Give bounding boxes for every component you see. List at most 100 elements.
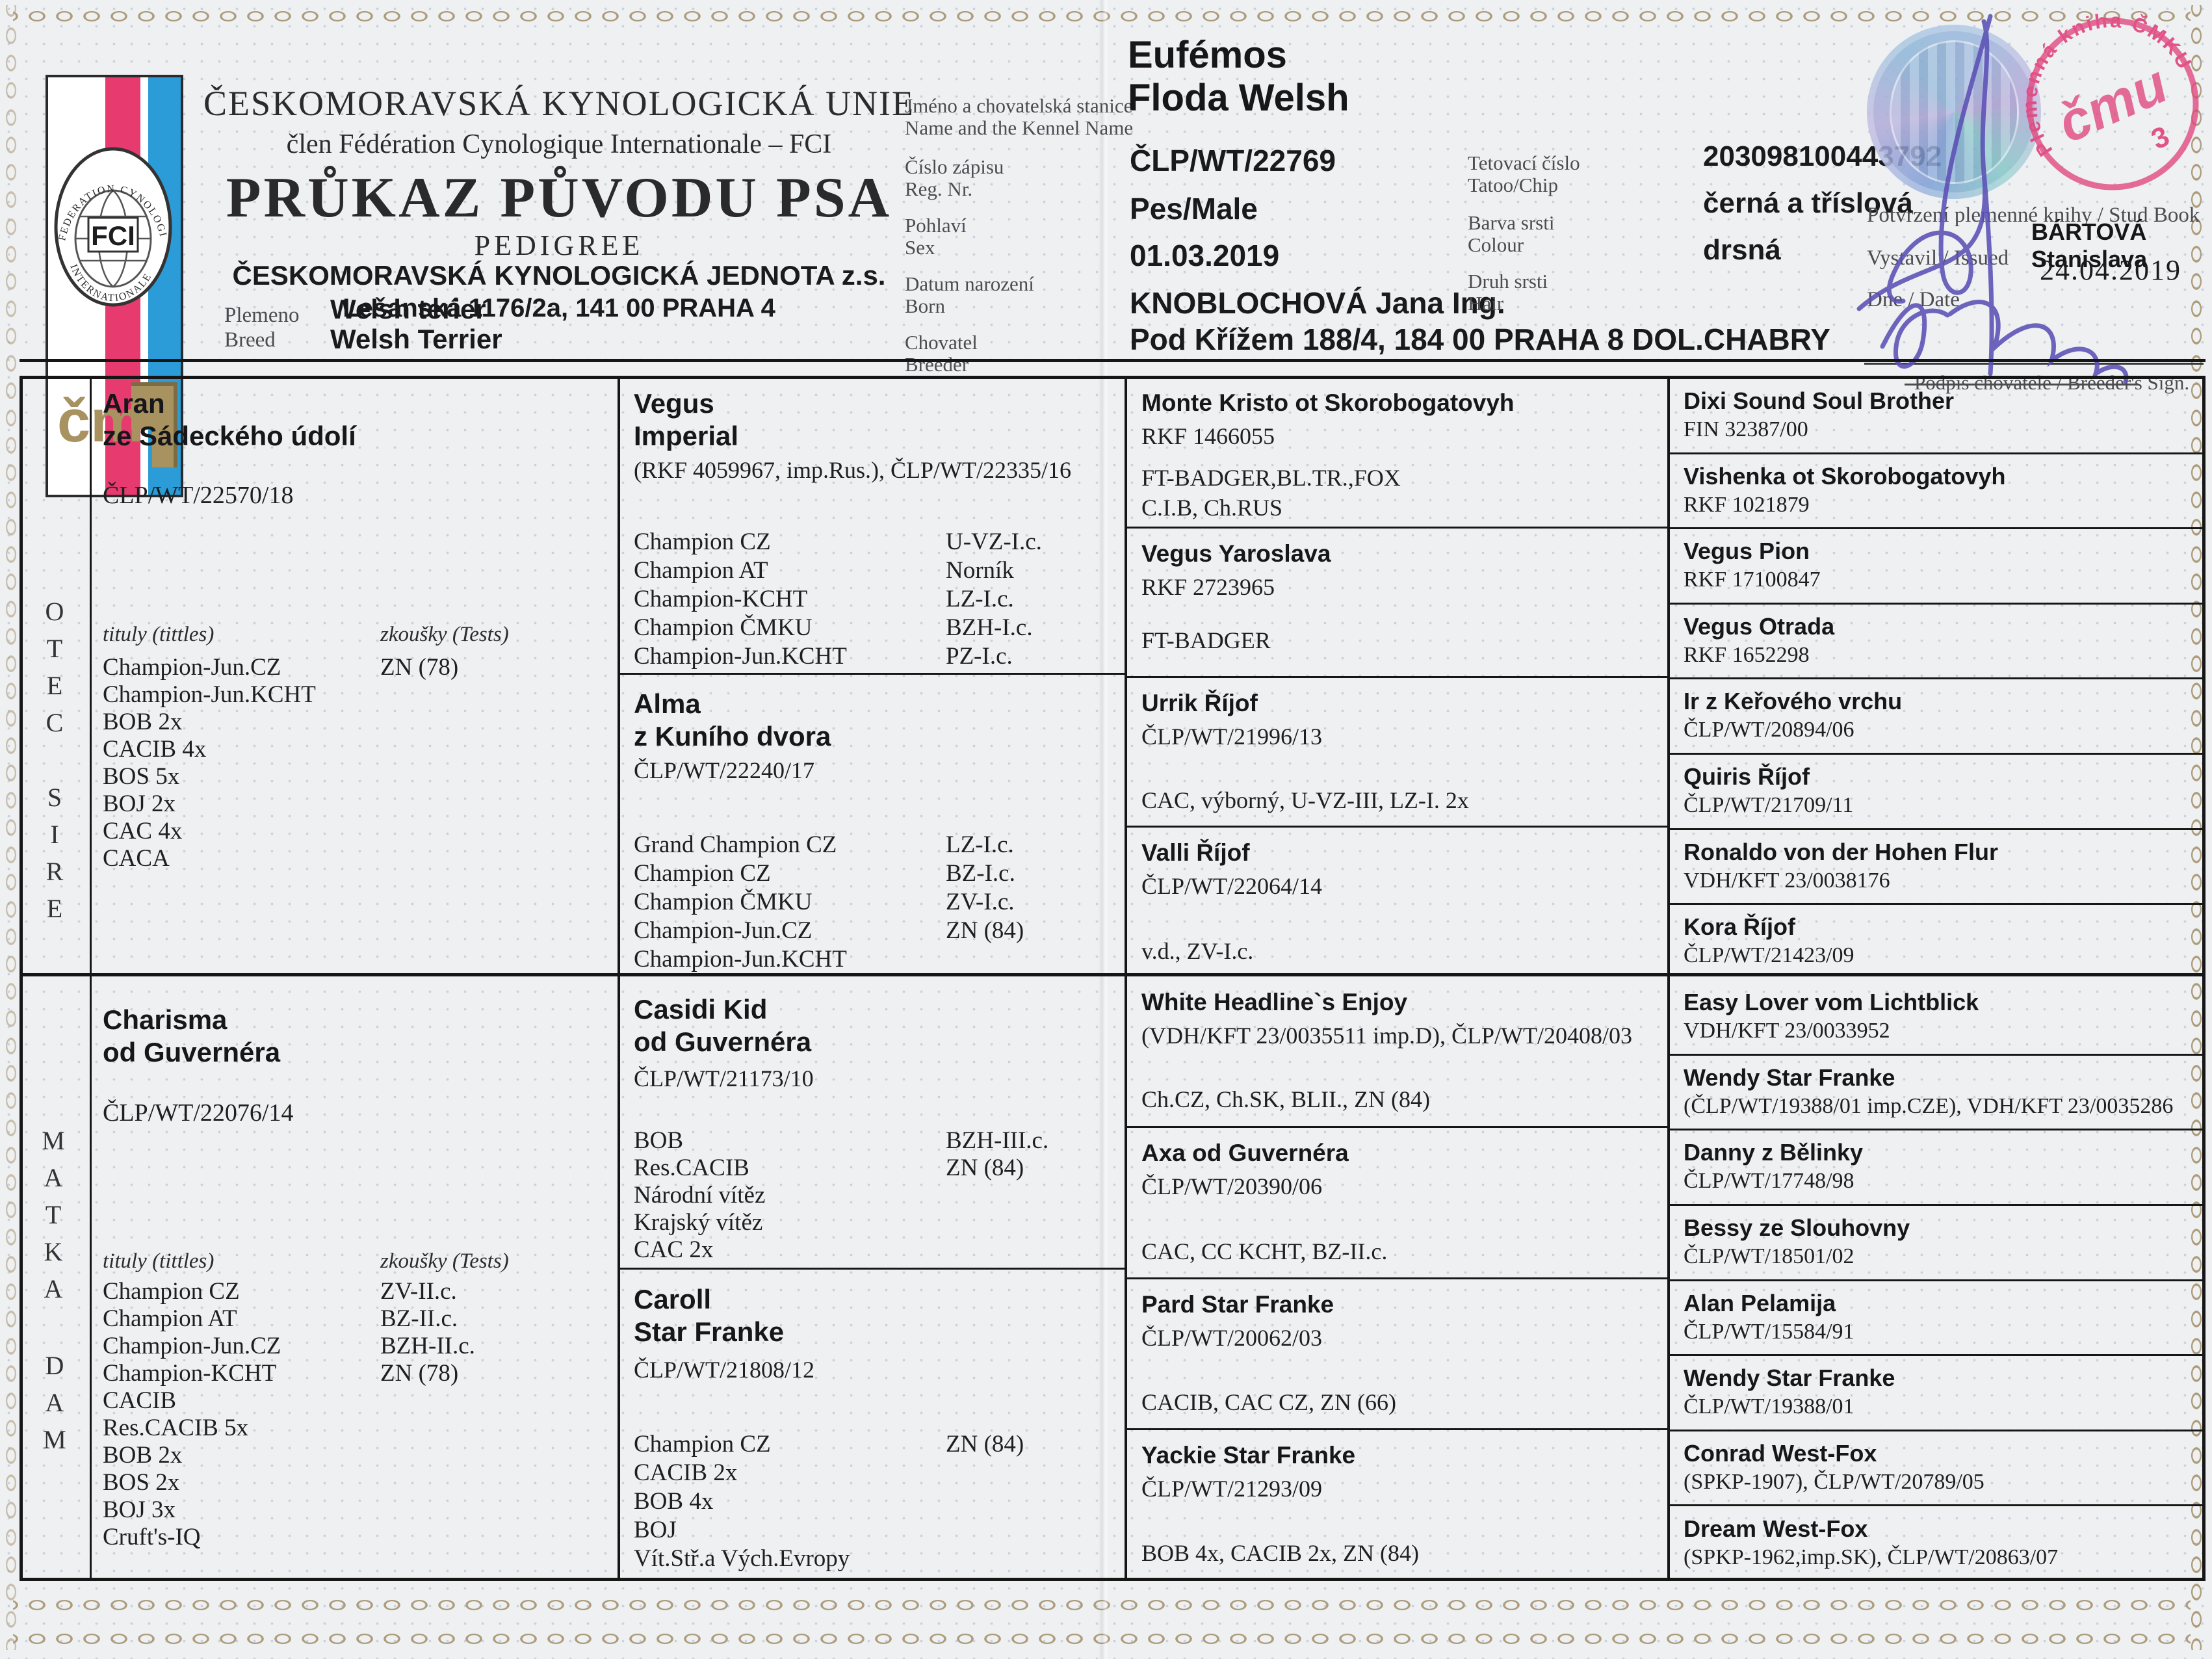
breeder-sign-label: Podpis chovatele / Breeder's Sign. — [1914, 371, 2190, 394]
fci-acronym: FCI — [91, 220, 135, 251]
studbook-confirm-label: Potvrzení plemenné knihy / Stud Book — [1867, 203, 2200, 227]
gggparent-name: Dream West-Fox — [1684, 1515, 1868, 1542]
grid-line — [1667, 1279, 2205, 1281]
issuer-name: ČESKOMORAVSKÁ KYNOLOGICKÁ JEDNOTA z.s. — [232, 260, 886, 291]
cmku-studbook-stamp: Plemenná kniha ČMKU čmu 3 — [1984, 0, 2212, 233]
header-rule — [20, 359, 2205, 362]
grid-line — [1667, 828, 2205, 830]
ornament-border-top — [13, 5, 2191, 27]
grid-line — [1125, 826, 1667, 828]
hair-value: drsná — [1703, 234, 1781, 266]
signature-line — [1864, 363, 2204, 365]
sex-label-cz: Pohlaví — [905, 214, 967, 237]
gggparent-reg: (SPKP-1962,imp.SK), ČLP/WT/20863/07 — [1684, 1545, 2059, 1569]
breed-value-en: Welsh Terrier — [330, 324, 502, 354]
gggparent-reg: ČLP/WT/20894/06 — [1684, 718, 1854, 742]
ggparent-tests: Ch.CZ, Ch.SK, BLII., ZN (84) — [1141, 1086, 1430, 1112]
gggparent-name: Wendy Star Franke — [1684, 1365, 1895, 1391]
grid-line — [1667, 1129, 2205, 1130]
breeder-label-cz: Chovatel — [905, 331, 978, 354]
gggparent-name: Vegus Pion — [1684, 538, 1810, 564]
grandparent-tests: BZH-III.c. ZN (84) — [946, 1127, 1049, 1181]
grid-line — [1667, 527, 2205, 529]
gggparent-reg: RKF 1652298 — [1684, 643, 1810, 667]
gggparent-reg: VDH/KFT 23/0033952 — [1684, 1019, 1890, 1043]
grid-line — [1667, 603, 2205, 605]
gggparent-reg: FIN 32387/00 — [1684, 417, 1808, 441]
document-title: PRŮKAZ PŮVODU PSA — [226, 166, 892, 229]
grid-line — [1125, 527, 1667, 529]
gggparent-name: Ir z Keřového vrchu — [1684, 688, 1903, 714]
grandparent-name: Vegus Imperial — [634, 388, 739, 451]
gggparent-reg: RKF 17100847 — [1684, 568, 1821, 592]
colour-value: černá a tříslová — [1703, 187, 1913, 219]
ggparent-tests: CAC, CC KCHT, BZ-II.c. — [1141, 1238, 1388, 1264]
dam-titles: Champion CZ Champion AT Champion-Jun.CZ … — [103, 1278, 281, 1550]
breed-label-cz: Plemeno — [224, 304, 300, 327]
gggparent-reg: ČLP/WT/19388/01 — [1684, 1394, 1854, 1418]
gggparent-name: Kora Říjof — [1684, 913, 1796, 940]
ornament-border-left — [0, 5, 22, 1650]
gggparent-reg: ČLP/WT/18501/02 — [1684, 1244, 1854, 1268]
breeder-value: KNOBLOCHOVÁ Jana Ing. Pod Křížem 188/4, … — [1130, 286, 1830, 356]
gggparent-reg: VDH/KFT 23/0038176 — [1684, 869, 1890, 893]
fci-logo: FEDERATION CYNOLOGIQUE INTERNATIONALE FC… — [44, 69, 183, 497]
ggparent-reg: RKF 1466055 — [1141, 423, 1275, 449]
gggparent-name: Conrad West-Fox — [1684, 1440, 1877, 1467]
tattoo-label-cz: Tetovací číslo — [1468, 151, 1580, 174]
grid-line — [1125, 1126, 1667, 1128]
grid-line — [1125, 1277, 1667, 1279]
grid-line — [1667, 903, 2205, 905]
grid-line — [90, 376, 92, 1581]
ornament-border-bottom-1 — [13, 1594, 2191, 1616]
reg-label-cz: Číslo zápisu — [905, 155, 1004, 178]
grandparent-titles: Champion CZ Champion AT Champion-KCHT Ch… — [634, 529, 847, 670]
dog-name: Eufémos Floda Welsh — [1128, 34, 1349, 119]
grid-line-sire-dam — [20, 973, 2205, 976]
sex-label-en: Sex — [905, 236, 935, 259]
ggparent-tests: FT-BADGER,BL.TR.,FOX C.I.B, Ch.RUS — [1141, 465, 1401, 521]
grandparent-name: Casidi Kid od Guvernéra — [634, 994, 812, 1057]
grandparent-tests: U-VZ-I.c. Norník LZ-I.c. BZH-I.c. PZ-I.c… — [946, 529, 1042, 670]
tattoo-label-en: Tatoo/Chip — [1468, 174, 1559, 196]
ggparent-reg: (VDH/KFT 23/0035511 imp.D), ČLP/WT/20408… — [1141, 1023, 1632, 1049]
dam-letters-cz: M A T K A — [42, 1126, 65, 1303]
grandparent-tests: LZ-I.c. BZ-I.c. ZV-I.c. ZN (84) — [946, 831, 1024, 944]
grid-line — [1667, 376, 1670, 1581]
grid-line — [1125, 676, 1667, 678]
dam-letters-en: D A M — [43, 1351, 66, 1454]
pedigree-table — [20, 376, 2205, 1581]
ggparent-reg: ČLP/WT/21293/09 — [1141, 1476, 1322, 1502]
ggparent-reg: ČLP/WT/20390/06 — [1141, 1173, 1322, 1199]
grid-line — [1667, 753, 2205, 755]
cmkj-mark: čm — [57, 388, 144, 454]
strike-line — [1905, 384, 2139, 385]
titles-header: tituly (tittles) — [103, 623, 215, 646]
name-label-cz: Jméno a chovatelská stanice — [905, 94, 1133, 117]
ggparent-tests: CAC, výborný, U-VZ-III, LZ-I. 2x — [1141, 787, 1469, 813]
grid-line — [1667, 1430, 2205, 1431]
sire-tests: ZN (78) — [380, 654, 459, 681]
sire-titles: Champion-Jun.CZ Champion-Jun.KCHT BOB 2x… — [103, 654, 316, 872]
grid-line — [1667, 1504, 2205, 1506]
gggparent-reg: ČLP/WT/21423/09 — [1684, 943, 1854, 967]
born-label-en: Born — [905, 294, 945, 317]
sire-letters-en: S I R E — [46, 783, 64, 923]
grid-line — [1667, 1054, 2205, 1056]
sire-reg: ČLP/WT/22570/18 — [103, 482, 294, 509]
hair-label-cz: Druh srsti — [1468, 270, 1548, 293]
ggparent-name: Pard Star Franke — [1141, 1291, 1334, 1318]
grandparent-tests: ZN (84) — [946, 1431, 1024, 1457]
breed-label-en: Breed — [224, 328, 276, 352]
union-member-line: člen Fédération Cynologique Internationa… — [286, 129, 832, 159]
grandparent-reg: (RKF 4059967, imp.Rus.), ČLP/WT/22335/16 — [634, 457, 1072, 483]
gggparent-reg: RKF 1021879 — [1684, 493, 1810, 517]
breed-value-cz: Welsh terier — [330, 294, 486, 324]
ggparent-tests: CACIB, CAC CZ, ZN (66) — [1141, 1389, 1397, 1415]
grid-line — [618, 673, 1125, 675]
ggparent-tests: BOB 4x, CACIB 2x, ZN (84) — [1141, 1540, 1420, 1566]
grandparent-name: Alma z Kuního dvora — [634, 688, 831, 751]
reg-label-en: Reg. Nr. — [905, 177, 973, 200]
studbook-issue-date: 24.04.2019 — [2040, 254, 2181, 286]
ggparent-reg: ČLP/WT/22064/14 — [1141, 873, 1322, 899]
